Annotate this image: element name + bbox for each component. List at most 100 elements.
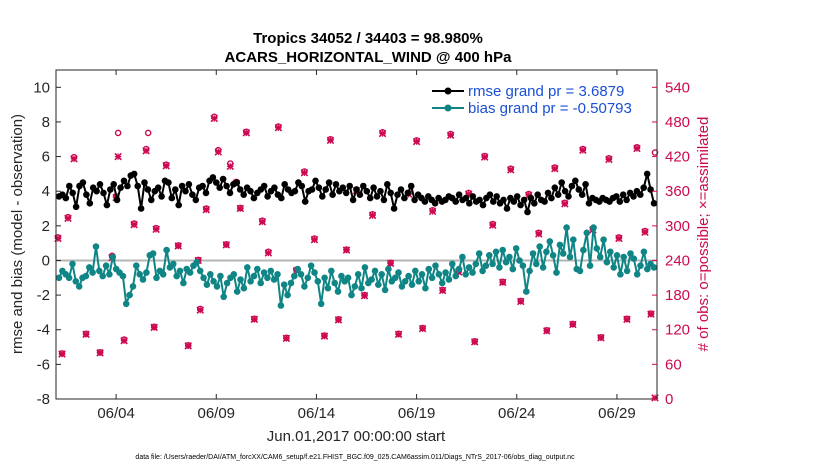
series-point	[607, 248, 614, 256]
obs-assimilated-point	[446, 131, 455, 139]
series-point	[513, 193, 521, 200]
series-point	[173, 272, 180, 280]
series-point	[193, 258, 201, 266]
obs-assimilated-point	[114, 152, 122, 161]
obs-assimilated-point	[428, 207, 437, 216]
x-tick-label: 06/29	[598, 405, 636, 422]
series-point	[240, 284, 248, 292]
series-point	[563, 224, 570, 231]
x-axis-label: Jun.01,2017 00:00:00 start	[267, 428, 446, 445]
series-point	[358, 284, 365, 292]
chart-title-line1: Tropics 34052 / 34403 = 98.980%	[253, 30, 483, 47]
legend-rmse-marker	[444, 87, 452, 95]
series-point	[368, 276, 375, 283]
series-point	[260, 182, 268, 190]
series-point	[220, 293, 227, 301]
series-point	[570, 236, 577, 243]
series-point	[165, 179, 172, 186]
series-point	[349, 196, 357, 204]
series-point	[407, 182, 415, 190]
obs-assimilated-point	[174, 242, 182, 250]
series-point	[230, 271, 238, 278]
series-point	[627, 250, 634, 257]
series-point	[548, 194, 555, 202]
series-point	[582, 181, 589, 188]
series-point	[264, 274, 271, 282]
series-point	[301, 283, 308, 290]
series-point	[380, 196, 388, 204]
series-point	[130, 170, 138, 178]
series-point	[462, 194, 470, 202]
series-point	[580, 246, 587, 254]
obs-assimilated-point	[142, 147, 150, 155]
series-point	[425, 265, 433, 273]
y2-tick-label: 120	[665, 322, 690, 339]
y-tick-label: 0	[42, 252, 50, 269]
footnote: data file: /Users/raeder/DAI/ATM_forcXX/…	[135, 454, 575, 461]
series-point	[247, 187, 254, 195]
series-point	[442, 269, 449, 276]
obs-assimilated-point	[342, 246, 351, 254]
series-point	[120, 177, 128, 185]
series-point	[189, 191, 196, 198]
series-point	[311, 269, 318, 276]
series-point	[455, 191, 463, 198]
series-point	[260, 269, 268, 276]
legend-rmse-label: rmse grand pr = 3.6879	[468, 83, 624, 100]
series-point	[172, 186, 179, 193]
series-point	[180, 279, 187, 287]
x-tick-label: 06/24	[498, 405, 536, 422]
series-point	[124, 182, 131, 190]
y2-tick-label: 300	[665, 218, 690, 235]
series-point	[321, 274, 328, 282]
series-point	[415, 278, 423, 285]
obs-assimilated-point	[394, 330, 403, 339]
series-point	[465, 264, 473, 271]
series-point	[568, 182, 576, 190]
series-point	[644, 265, 651, 273]
x-axis: 06/04 06/09 06/14 06/19 06/24 06/29	[97, 70, 636, 422]
y2-axis-label: # of obs: o=possible; ×=assimilated	[695, 117, 712, 352]
obs-assimilated-point	[274, 123, 283, 132]
series-point	[319, 193, 326, 200]
y2-tick-label: 180	[665, 287, 690, 304]
series-point	[371, 267, 379, 275]
series-point	[583, 229, 591, 237]
y2-tick-label: 360	[665, 183, 690, 200]
series-point	[154, 184, 162, 191]
series-point	[133, 262, 140, 270]
series-point	[384, 181, 391, 188]
series-point	[512, 245, 520, 252]
series-point	[93, 187, 100, 195]
series-point	[650, 200, 658, 207]
series-point	[479, 201, 487, 209]
series-point	[633, 271, 641, 278]
series-point	[637, 191, 644, 198]
series-point	[144, 186, 152, 193]
series-point	[527, 194, 535, 202]
series-point	[375, 281, 382, 289]
series-point	[344, 274, 352, 282]
series-point	[404, 189, 412, 197]
series-point	[565, 193, 572, 200]
y-axis-right: 540 480 420 360 300 240 180 120 60 0	[652, 79, 690, 408]
series-point	[96, 181, 104, 188]
series-point	[422, 284, 429, 292]
series-point	[428, 274, 436, 282]
series-point	[308, 186, 316, 193]
series-point	[431, 200, 439, 207]
series-point	[536, 243, 543, 250]
obs-assimilated-point	[130, 220, 138, 229]
series-point	[619, 191, 627, 198]
series-point	[643, 170, 651, 178]
series-point	[175, 201, 182, 209]
series-point	[253, 265, 261, 273]
series-point	[103, 201, 111, 209]
series-point	[559, 250, 567, 257]
series-point	[543, 248, 550, 256]
series-point	[102, 262, 110, 270]
series-point	[640, 248, 648, 256]
series-point	[493, 193, 501, 200]
y2-tick-label: 60	[665, 356, 682, 373]
